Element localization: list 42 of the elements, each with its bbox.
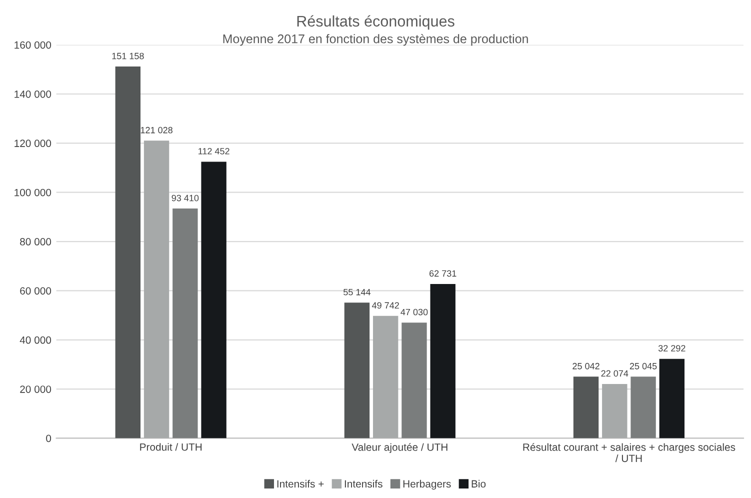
y-tick-label: 80 000 xyxy=(20,238,52,246)
y-tick-label: 160 000 xyxy=(14,41,52,49)
bar xyxy=(115,66,141,438)
bar xyxy=(344,302,370,438)
y-tick-label: 140 000 xyxy=(14,90,52,98)
chart-title: Résultats économiques xyxy=(297,15,454,30)
data-label: 121 028 xyxy=(140,126,172,134)
bar xyxy=(172,208,198,438)
y-tick-label: 120 000 xyxy=(14,140,52,148)
bar xyxy=(201,162,226,438)
y-tick-label: 60 000 xyxy=(20,287,52,295)
data-label: 112 452 xyxy=(198,148,230,154)
data-label: 25 042 xyxy=(572,362,600,370)
data-label: 32 292 xyxy=(658,345,686,352)
x-tick-label: Résultat courant + salaires + charges sociales / UTH xyxy=(523,443,736,462)
bar xyxy=(430,284,456,438)
data-label: 47 030 xyxy=(400,308,428,316)
data-label: 25 045 xyxy=(630,362,657,370)
x-tick-label: Produit / UTH xyxy=(140,443,202,451)
data-label: 93 410 xyxy=(172,194,199,202)
bar xyxy=(659,358,685,438)
bar xyxy=(372,316,398,438)
data-label: 22 074 xyxy=(601,370,628,377)
y-tick-label: 20 000 xyxy=(20,386,52,393)
bar xyxy=(573,376,599,438)
data-label: 62 731 xyxy=(430,270,456,277)
legend-label: Herbagers xyxy=(403,480,451,490)
legend-label: Intensifs xyxy=(344,480,382,488)
bar xyxy=(144,140,170,438)
data-label: 151 158 xyxy=(112,52,144,60)
y-tick-label: 0 xyxy=(46,434,52,442)
legend-label: Intensifs + xyxy=(277,480,324,488)
legend-label: Bio xyxy=(472,480,486,488)
bar xyxy=(602,384,628,438)
bar xyxy=(402,322,427,438)
bar xyxy=(630,376,656,438)
data-label: 55 144 xyxy=(344,289,371,296)
data-label: 49 742 xyxy=(372,302,399,309)
y-tick-label: 40 000 xyxy=(20,336,52,344)
x-tick-label: Valeur ajoutée / UTH xyxy=(352,443,448,453)
y-tick-label: 100 000 xyxy=(14,188,52,196)
chart-subtitle: Moyenne 2017 en fonction des systèmes de production xyxy=(223,34,528,46)
